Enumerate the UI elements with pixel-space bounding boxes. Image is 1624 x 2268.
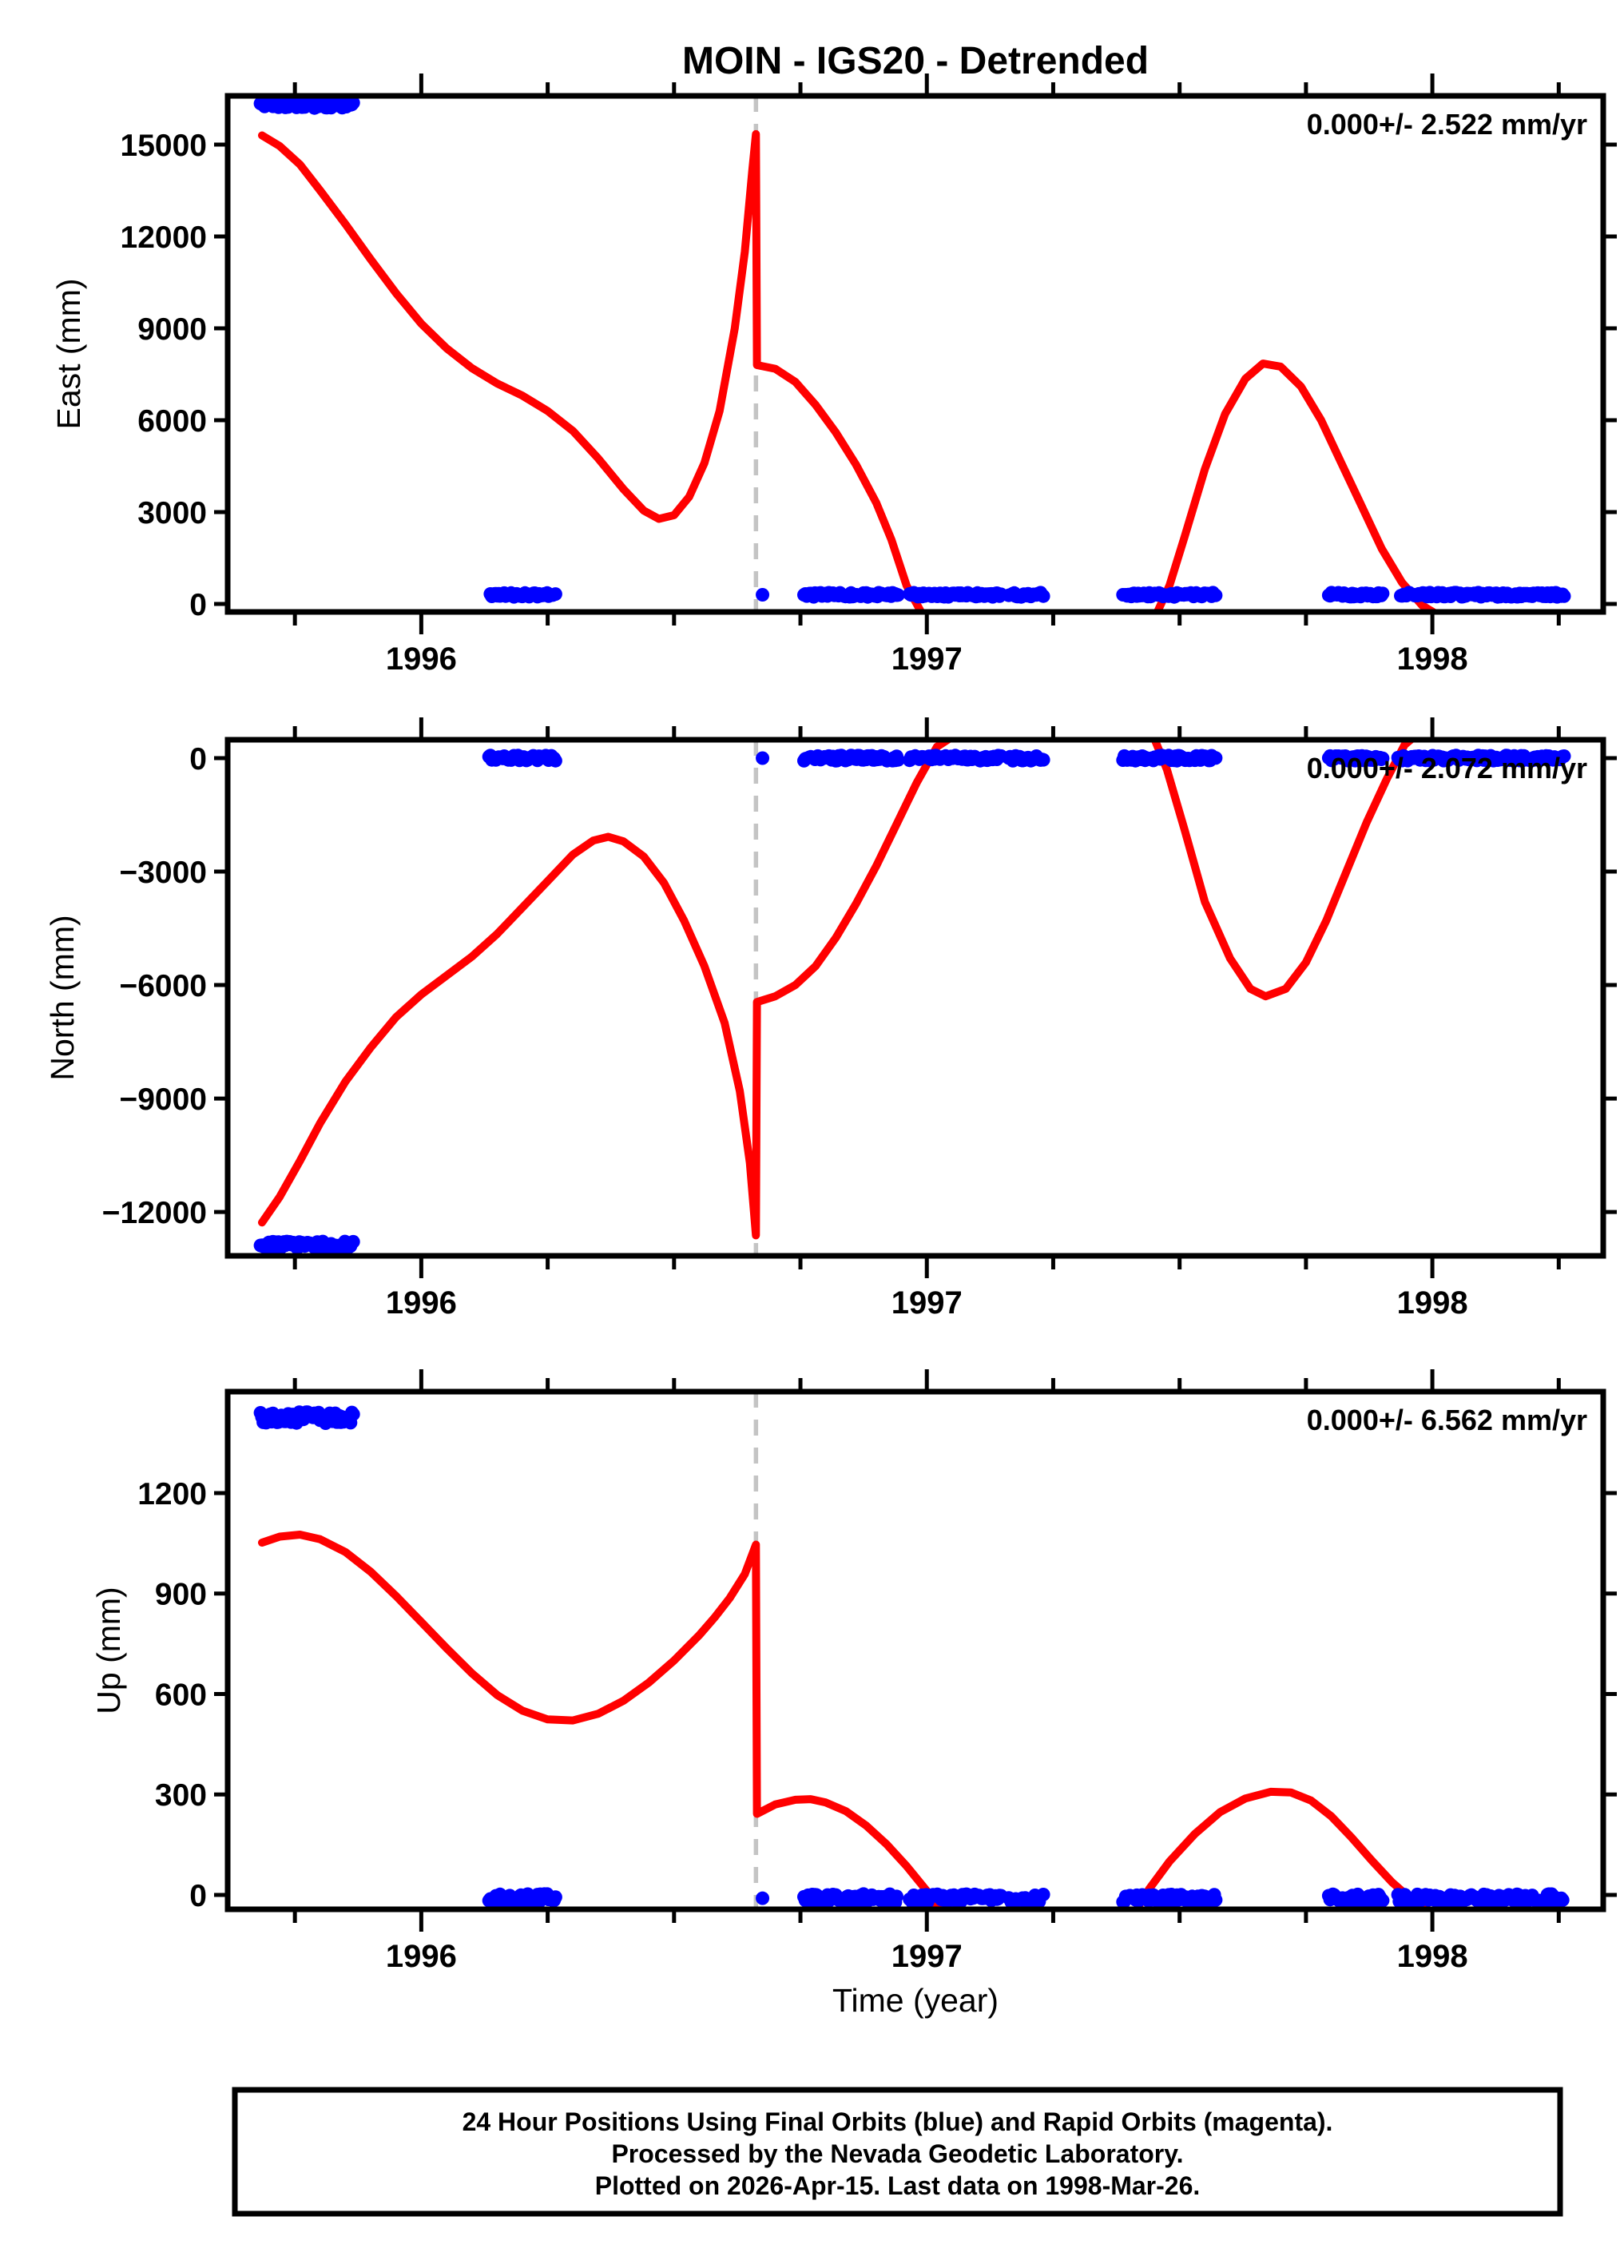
data-point [1209,588,1223,602]
y-tick-label: −9000 [119,1082,207,1117]
east-panel: 1996 1997 1998 0 3000 6000 9000 12000 15000 East … [50,73,1617,677]
up-panel: 1996 1997 1998 0 300 600 900 1200 Up (mm) 0.000+/… [90,1369,1617,1974]
model-curve-north-seg1 [1150,740,1416,1001]
data-point [1557,589,1571,603]
x-tick-label: 1998 [1397,1939,1468,1974]
y-tick-label: −12000 [102,1196,207,1230]
data-point [756,1891,770,1905]
model-curve-up-seg0 [258,1531,944,1909]
data-point [548,1890,562,1905]
data-point [1036,589,1050,603]
model-curve-group-east [258,129,1439,612]
final-orbit-points-east [253,95,1571,604]
x-tick-label: 1997 [891,1285,963,1321]
up-x-ticks [292,1369,1561,1932]
caption-line2: Processed by the Nevada Geodetic Laborat… [611,2139,1183,2168]
data-point [891,753,905,767]
model-curve-group-north [258,740,1416,1240]
y-tick-label: 3000 [137,496,207,530]
caption-line3: Plotted on 2026-Apr-15. Last data on 199… [595,2171,1201,2200]
data-point [1555,1893,1570,1907]
x-tick-label: 1996 [386,1939,457,1974]
page-title: MOIN - IGS20 - Detrended [682,40,1149,82]
final-orbit-points-up [253,1405,1570,1910]
y-axis-title: East (mm) [50,278,87,429]
data-point [1036,1888,1050,1901]
rate-annotation: 0.000+/- 2.072 mm/yr [1307,752,1587,784]
north-panel: 1996 1997 1998 0 −3000 −6000 −9000 −12000 North … [44,717,1617,1321]
y-tick-label: 9000 [137,312,207,347]
y-tick-label: 0 [189,742,207,777]
y-tick-label: 12000 [121,220,207,255]
data-point [1376,751,1390,765]
data-point [346,96,360,110]
data-point [1376,586,1390,601]
model-curve-north-seg0 [258,740,954,1240]
y-tick-label: 0 [189,588,207,622]
data-point [1557,749,1571,763]
data-point [548,753,562,768]
data-point [346,1407,360,1421]
caption-border [232,2087,1563,2217]
model-curve-group-up [258,1531,1434,1909]
rate-annotation: 0.000+/- 6.562 mm/yr [1307,1404,1587,1436]
x-tick-label: 1998 [1397,1285,1468,1321]
x-tick-label: 1997 [891,1939,963,1974]
north-x-ticks [292,717,1561,1278]
east-y-ticks [214,142,1617,606]
east-x-ticks [292,73,1561,634]
north-frame [224,737,1606,1259]
x-tick-label: 1997 [891,641,963,677]
y-tick-label: −6000 [119,969,207,1003]
up-y-ticks [214,1491,1617,1897]
rate-annotation: 0.000+/- 2.522 mm/yr [1307,108,1587,141]
y-tick-label: 1200 [137,1477,207,1511]
data-point [1209,751,1223,765]
y-axis-title: North (mm) [44,915,81,1080]
x-axis-title: Time (year) [832,1982,999,2019]
y-tick-label: 0 [189,1879,207,1913]
north-y-ticks [214,756,1617,1214]
x-tick-label: 1996 [386,641,457,677]
y-tick-label: −3000 [119,856,207,890]
caption-line1: 24 Hour Positions Using Final Orbits (bl… [463,2107,1333,2136]
data-point [1376,1893,1390,1908]
data-point [1209,1893,1223,1907]
data-point [756,751,770,765]
x-tick-label: 1996 [386,1285,457,1321]
y-tick-label: 300 [155,1778,207,1813]
data-point [548,587,562,602]
east-frame [224,93,1606,615]
data-point [346,1234,360,1249]
y-tick-label: 6000 [137,404,207,439]
data-point [756,588,770,602]
model-curve-up-seg1 [1131,1787,1434,1909]
x-tick-label: 1998 [1397,641,1468,677]
y-tick-label: 600 [155,1678,207,1712]
model-curve-east-seg1 [1153,359,1439,612]
final-orbit-points-north [253,749,1571,1255]
y-axis-title: Up (mm) [90,1587,127,1714]
data-point [1036,753,1050,767]
up-frame [224,1388,1606,1913]
caption-box: 24 Hour Positions Using Final Orbits (bl… [232,2087,1563,2217]
data-point [890,1889,903,1904]
y-tick-label: 15000 [121,129,207,163]
model-curve-east-seg0 [258,129,926,612]
y-tick-label: 900 [155,1578,207,1612]
data-point [891,588,905,602]
